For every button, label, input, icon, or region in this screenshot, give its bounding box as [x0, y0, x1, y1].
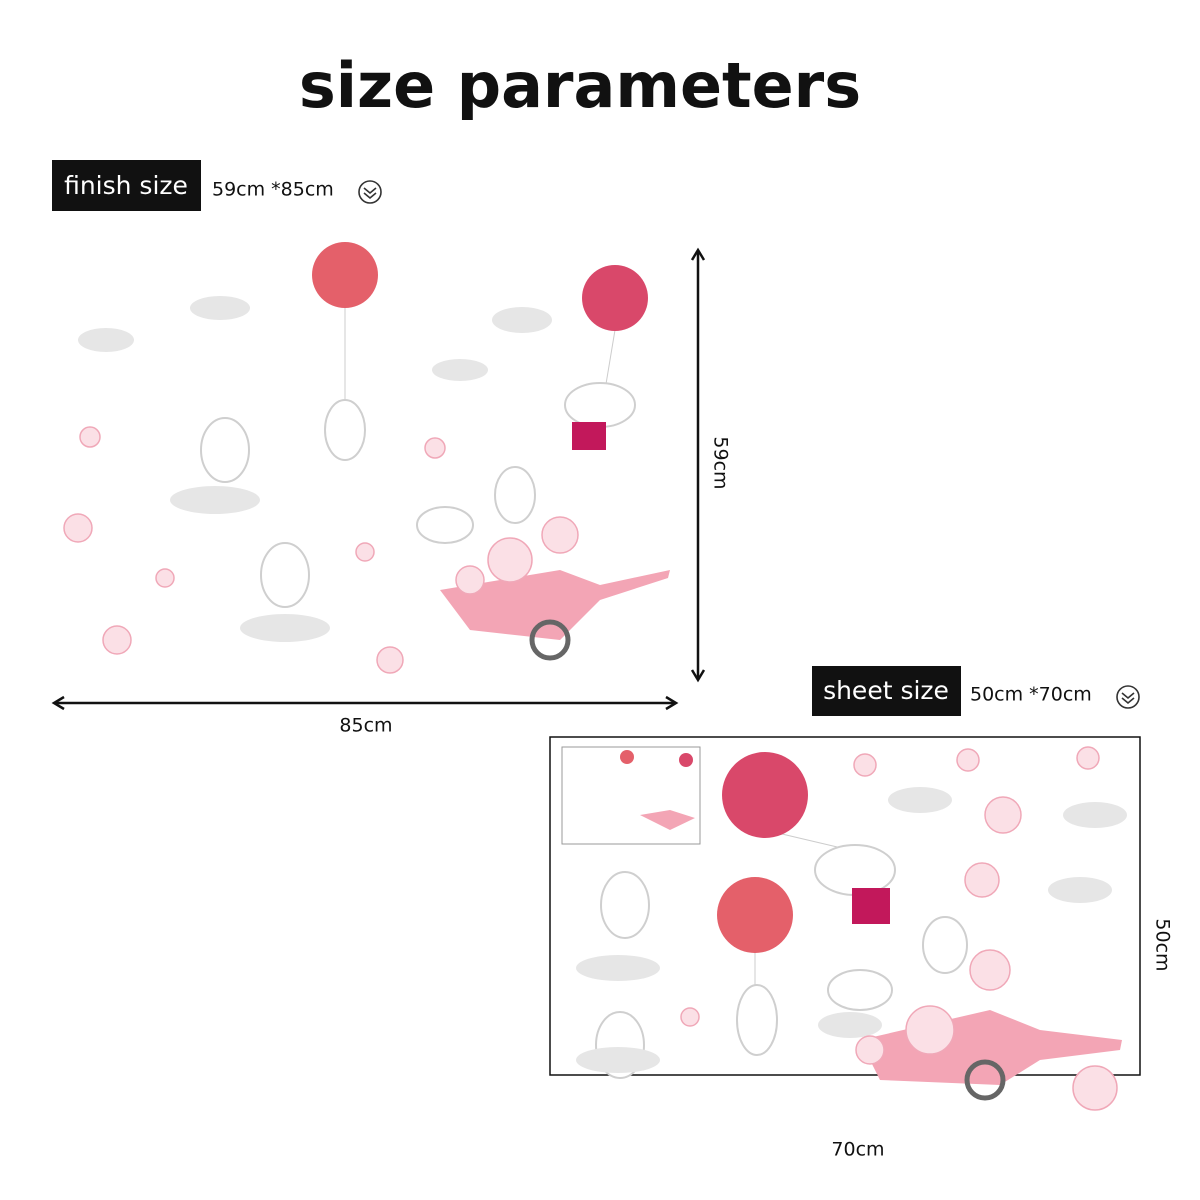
chevron-icon: [1116, 685, 1140, 709]
finish-label: finish size: [64, 171, 188, 200]
page-title: size parameters: [299, 49, 861, 122]
label-box: [812, 666, 961, 716]
width-arrow: [51, 695, 679, 711]
label-box: [52, 160, 201, 211]
finish-size: 59cm *85cm: [212, 179, 334, 201]
sheet-illustration: [561, 746, 1127, 1111]
sheet-width: 70cm: [831, 1139, 884, 1161]
chevron-icon: [358, 180, 382, 204]
sheet-size: 50cm *70cm: [970, 684, 1092, 706]
finish-height: 59cm: [710, 436, 732, 489]
finish-width: 85cm: [339, 715, 392, 737]
sheet-height: 50cm: [1152, 918, 1174, 971]
finish-illustration: [63, 242, 670, 674]
height-arrow: [690, 247, 706, 683]
sheet-label: sheet size: [823, 676, 949, 705]
